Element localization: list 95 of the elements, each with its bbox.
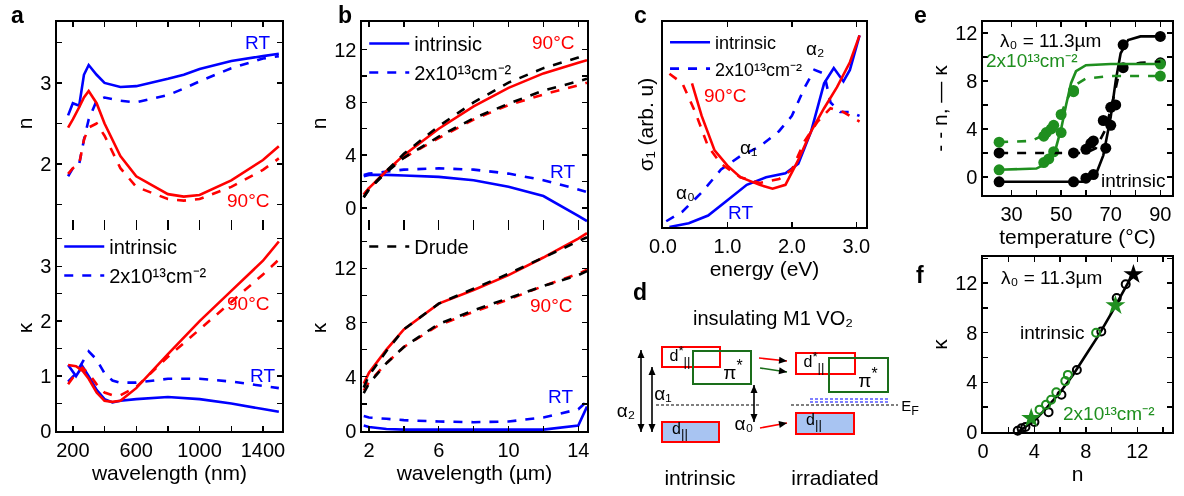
y-tick-label: 4: [966, 117, 978, 140]
legend-label: intrinsic: [414, 33, 483, 56]
annotation: α₂: [806, 38, 825, 59]
annotation: RT: [548, 386, 574, 407]
text: f: [916, 262, 924, 288]
annotation: 90°C: [227, 190, 270, 211]
text: irradiated: [791, 465, 879, 489]
text: insulating M1 VO₂: [692, 307, 854, 329]
text: e: [914, 2, 927, 28]
y-tick-label: 8: [966, 69, 978, 92]
y-axis-title: κ: [306, 322, 330, 334]
legend-label: intrinsic: [109, 236, 178, 259]
x-tick-label: 200: [56, 438, 90, 461]
annotation: α₀: [676, 182, 695, 203]
annotation: RT: [245, 32, 271, 53]
annotation: intrinsic: [1101, 170, 1166, 191]
annotation: RT: [728, 202, 754, 223]
y-tick-label: 12: [955, 21, 978, 44]
legend-label: 2x10¹³cm⁻²: [109, 265, 207, 288]
x-tick-label: 0.0: [649, 234, 677, 257]
annotation: λ₀ = 11.3µm: [1000, 30, 1102, 51]
x-tick-label: 90: [1149, 202, 1172, 225]
text: a: [11, 2, 24, 28]
x-tick-label: 10: [497, 438, 520, 461]
x-axis-title: wavelength (µm): [395, 460, 553, 484]
legend-label: 2x10¹³cm⁻²: [414, 62, 512, 85]
x-tick-label: 70: [1099, 202, 1122, 225]
x-tick-label: 600: [119, 438, 153, 461]
y-tick-label: 4: [345, 365, 357, 388]
legend-label: intrinsic: [715, 33, 777, 54]
x-axis-title: n: [1071, 461, 1084, 485]
annotation: RT: [550, 161, 576, 182]
y-tick-label: 4: [966, 371, 978, 394]
text: intrinsic: [664, 465, 736, 489]
y-tick-label: 12: [334, 38, 357, 61]
text: d: [632, 278, 648, 305]
x-axis-title: wavelength (nm): [90, 460, 248, 484]
annotation: RT: [250, 365, 276, 386]
x-tick-label: 12: [1126, 439, 1149, 462]
text: α₁: [654, 382, 672, 404]
y-axis-title: κ: [12, 322, 36, 334]
y-tick-label: 2: [40, 153, 52, 176]
legend-label: Drude: [414, 236, 469, 259]
y-axis-title: n: [12, 117, 36, 130]
y-tick-label: 0: [966, 421, 978, 443]
annotation: 90°C: [704, 85, 747, 106]
x-axis-title: energy (eV): [709, 256, 820, 280]
annotation: 2x10¹³cm⁻²: [1063, 403, 1155, 424]
x-axis-title: temperature (°C): [999, 224, 1156, 248]
x-tick-label: 8: [1080, 439, 1092, 462]
y-tick-label: 8: [345, 311, 357, 334]
y-tick-label: 0: [966, 165, 978, 188]
text: π$^{*}$: [723, 357, 743, 383]
y-tick-label: 0: [345, 420, 357, 442]
text: E$_{F}$: [901, 397, 919, 419]
y-tick-label: 3: [40, 71, 52, 94]
x-tick-label: 1000: [177, 438, 222, 461]
text: b: [338, 2, 353, 28]
x-tick-label: 14: [567, 438, 590, 461]
text: α₂: [616, 399, 636, 421]
annotation: 2x10¹³cm⁻²: [986, 50, 1078, 71]
y-tick-label: 8: [966, 321, 978, 344]
y-tick-label: 2: [40, 310, 52, 333]
text: c: [634, 2, 647, 28]
annotation: α₁: [740, 137, 758, 158]
y-tick-label: 0: [40, 420, 52, 442]
y-axis-title: σ₁ (arb. u): [633, 77, 657, 172]
x-tick-label: 4: [1028, 439, 1040, 462]
x-tick-label: 50: [1050, 202, 1073, 225]
text: α₀: [734, 412, 754, 434]
y-tick-label: 12: [955, 272, 978, 295]
text: d$_{||}$: [672, 420, 688, 442]
x-tick-label: 1.0: [713, 234, 742, 257]
x-tick-label: 6: [433, 438, 445, 461]
legend-label: 2x10¹³cm⁻²: [715, 59, 803, 80]
annotation: intrinsic: [1020, 322, 1085, 343]
x-tick-label: 3.0: [842, 234, 871, 257]
y-axis-title: κ: [927, 338, 951, 350]
annotation: λ₀ = 11.3µm: [1001, 267, 1103, 288]
x-tick-label: 2: [363, 438, 375, 461]
text: π$^{*}$: [858, 365, 878, 391]
x-tick-label: 30: [1000, 202, 1023, 225]
annotation: 90°C: [530, 295, 573, 316]
annotation: 90°C: [532, 32, 575, 53]
x-tick-label: 1400: [240, 438, 286, 461]
y-tick-label: 8: [345, 91, 357, 114]
annotation: 90°C: [227, 293, 270, 314]
y-tick-label: 12: [334, 257, 357, 280]
y-axis-title: - - n, — κ: [927, 64, 951, 152]
y-tick-label: 3: [40, 255, 52, 278]
x-tick-label: 2.0: [777, 234, 806, 257]
y-tick-label: 1: [40, 365, 52, 388]
y-axis-title: n: [306, 117, 330, 130]
text: d$_{||}$: [806, 411, 822, 433]
y-tick-label: 4: [345, 144, 357, 167]
